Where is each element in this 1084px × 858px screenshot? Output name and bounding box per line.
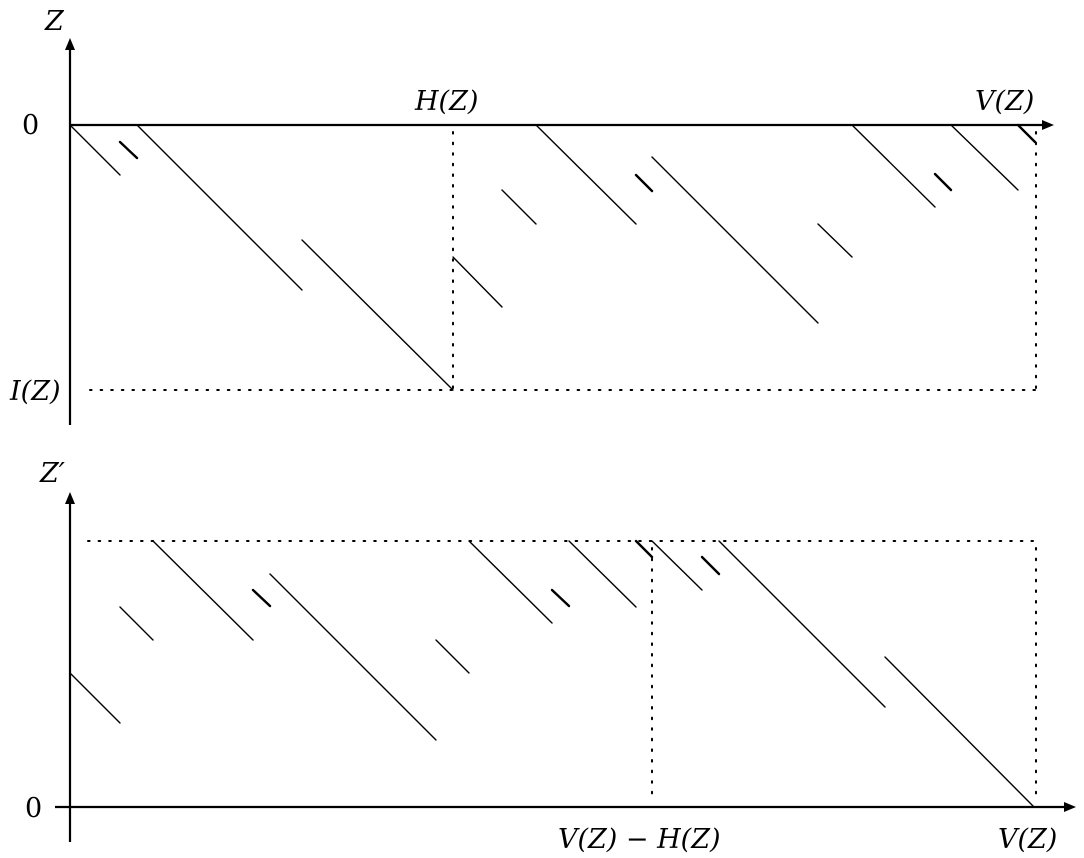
bottom-segments: [69, 539, 1035, 808]
top-segment: [950, 124, 1019, 191]
bottom-segment: [269, 573, 437, 741]
top-x-arrowhead: [1042, 120, 1054, 130]
top-segment: [634, 173, 654, 193]
bottom-y-axis-label: Z′: [39, 458, 65, 489]
top-panel: Z 0 I(Z) H(Z) V(Z): [9, 6, 1054, 425]
top-origin-label: 0: [22, 110, 39, 141]
top-segment: [651, 156, 819, 324]
top-segments: [69, 123, 1037, 391]
top-segment: [535, 124, 637, 225]
top-segment: [817, 223, 853, 258]
top-segment: [301, 239, 454, 391]
top-v-label: V(Z): [975, 86, 1034, 117]
top-segment: [118, 140, 139, 160]
bottom-segment: [119, 606, 154, 641]
bottom-segment: [718, 540, 886, 708]
top-segment: [851, 124, 936, 208]
bottom-origin-label: 0: [25, 793, 42, 824]
top-y-axis-label: Z: [44, 6, 65, 37]
top-y-arrowhead: [65, 38, 75, 50]
bottom-v-minus-h-label: V(Z) − H(Z): [558, 824, 721, 855]
bottom-segment: [550, 588, 571, 608]
top-segment: [501, 189, 537, 225]
top-segment: [933, 172, 953, 192]
top-i-label: I(Z): [9, 376, 61, 407]
bottom-segment: [634, 539, 654, 559]
bottom-segment: [568, 540, 637, 608]
bottom-panel: Z′ 0 V(Z) − H(Z) V(Z): [25, 458, 1076, 855]
top-segment: [69, 124, 121, 176]
bottom-segment: [435, 639, 470, 674]
bottom-x-arrowhead: [1064, 802, 1076, 812]
bottom-segment: [468, 540, 553, 624]
bottom-segment: [251, 588, 272, 608]
bottom-segment: [152, 540, 254, 641]
top-segment: [136, 124, 303, 291]
top-segment: [452, 256, 503, 308]
top-h-label: H(Z): [414, 86, 478, 117]
bottom-segment: [69, 672, 121, 724]
top-segment: [1016, 123, 1037, 144]
bottom-segment: [884, 656, 1035, 808]
bottom-y-arrowhead: [65, 492, 75, 504]
bottom-segment: [700, 555, 721, 576]
bottom-v-label: V(Z): [998, 824, 1057, 855]
bottom-segment: [651, 540, 703, 591]
